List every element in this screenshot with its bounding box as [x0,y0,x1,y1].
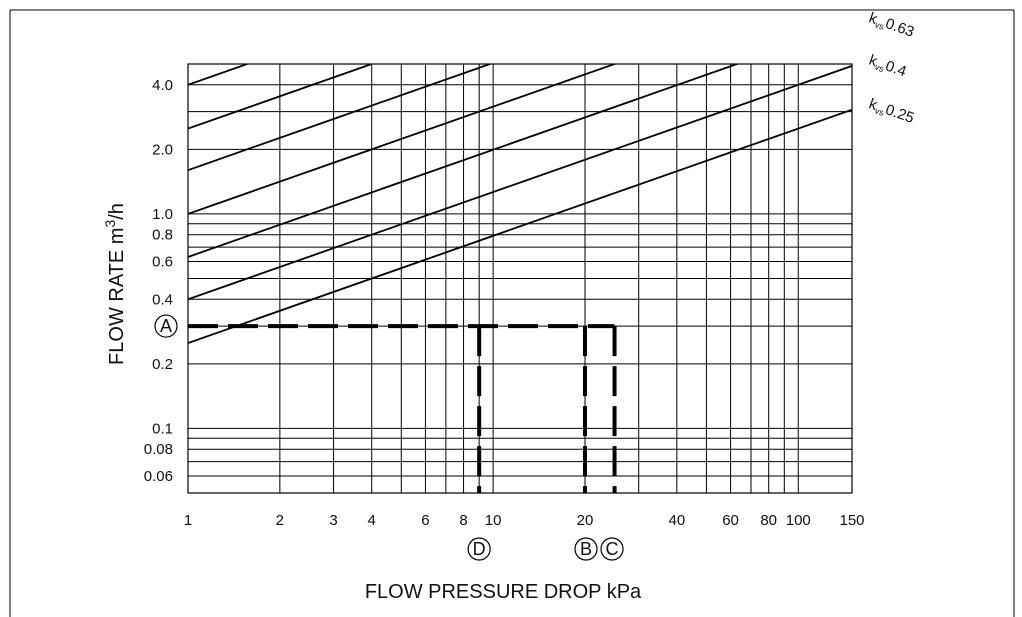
x-tick-label: 150 [839,512,864,529]
kvs-label: kvs0.63 [866,9,916,41]
y-tick-label: 0.2 [152,356,173,373]
kvs-line [188,64,493,171]
kvs-series-labels: kvs4.0kvs2.5kvs1.6kvs1.0kvs0.63kvs0.4kvs… [866,9,917,127]
x-tick-label: 80 [760,512,777,529]
y-axis-title-tail: /h [106,203,128,220]
y-tick-label: 0.4 [152,291,173,308]
marker-label: C [606,539,619,559]
kvs-label: kvs0.4 [866,52,908,82]
x-tick-label: 3 [329,512,337,529]
y-tick-label: 0.1 [152,420,173,437]
y-axis-title-sup: 3 [102,220,118,228]
marker-circle [574,537,598,561]
marker-circle [467,537,491,561]
x-tick-label: 60 [722,512,739,529]
y-tick-labels: 0.06 0.08 0.1 0.2 0.4 0.6 0.8 1.0 2.0 4.0 [144,77,173,485]
x-tick-label: 100 [786,512,811,529]
kvs-label: kvs0.25 [866,95,916,127]
kvs-line [188,64,740,258]
kvs-line [188,64,250,86]
example-guide-lines [188,324,617,493]
outer-border [9,9,1015,617]
y-axis-title: FLOW RATE m3/h [102,203,128,365]
plot-frame [187,63,853,494]
y-tick-label: 1.0 [152,206,173,223]
y-tick-label: 0.08 [144,441,173,458]
y-tick-label: 0.6 [152,254,173,271]
x-tick-label: 6 [421,512,429,529]
x-tick-label: 20 [577,512,594,529]
kvs-line [188,108,852,344]
x-tick-label: 4 [368,512,376,529]
x-tick-label: 2 [276,512,284,529]
y-gridlines [188,63,852,494]
x-tick-label: 8 [459,512,467,529]
marker-circle [600,537,624,561]
kvs-series-lines [188,64,852,344]
y-tick-label: 2.0 [152,141,173,158]
example-markers: A D B C [154,314,624,561]
x-tick-labels: 1 2 3 4 6 8 10 20 40 60 80 100 150 [184,512,865,529]
marker-label: B [580,539,592,559]
marker-label: A [160,316,172,336]
y-tick-label: 4.0 [152,77,173,94]
kvs-line [188,64,375,130]
marker-circle [154,314,178,338]
kvs-line [188,65,852,301]
y-tick-label: 0.06 [144,468,173,485]
kvs-line [188,64,618,215]
y-tick-label: 0.8 [152,227,173,244]
x-tick-label: 40 [668,512,685,529]
y-axis-title-main: FLOW RATE m [106,228,128,365]
x-tick-label: 1 [184,512,192,529]
x-axis-title: FLOW PRESSURE DROP kPa [365,581,642,603]
x-tick-label: 10 [485,512,502,529]
marker-label: D [473,539,486,559]
